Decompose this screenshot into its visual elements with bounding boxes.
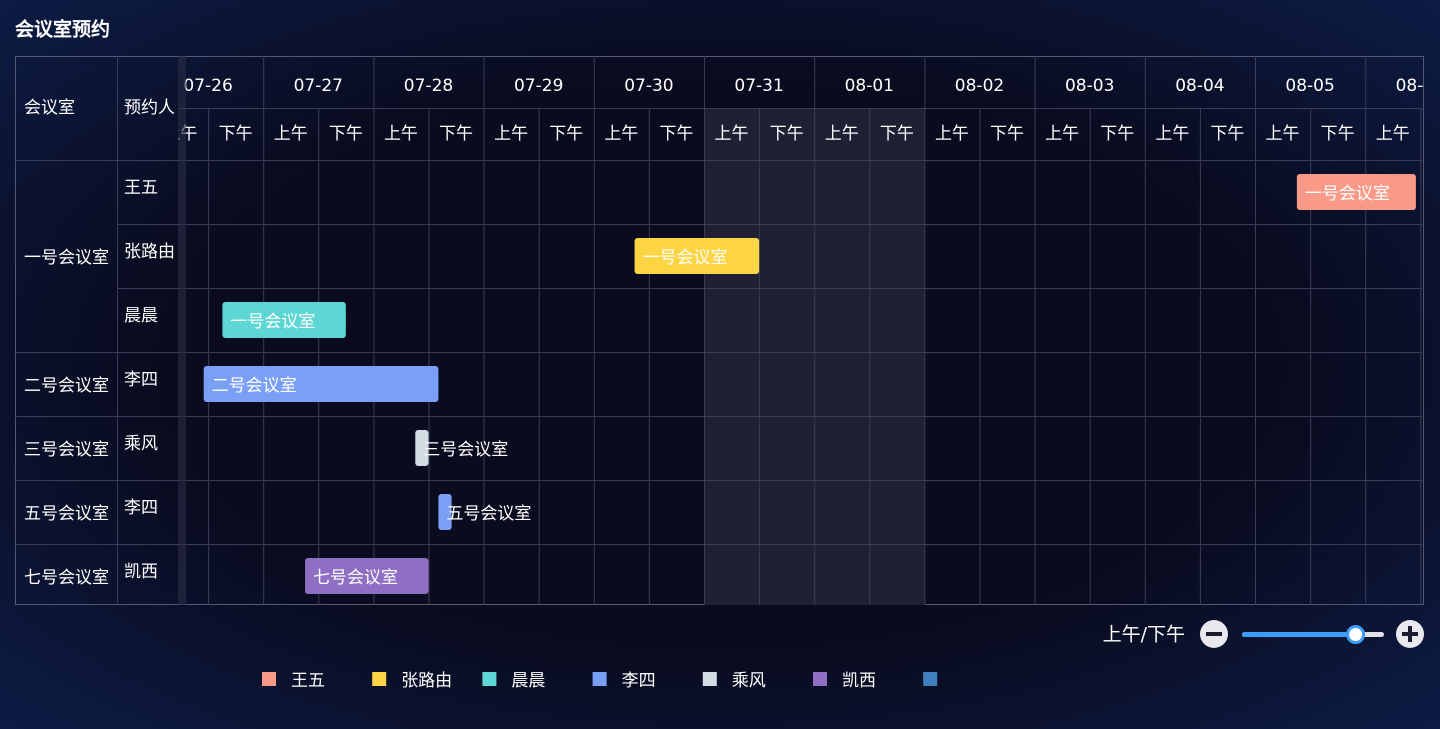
room-header: 会议室: [24, 98, 75, 118]
person-name: 王五: [124, 178, 158, 198]
person-name: 乘风: [124, 434, 158, 454]
half-label: 下午: [219, 124, 253, 144]
half-label: 上午: [1155, 124, 1189, 144]
half-label: 下午: [1210, 124, 1244, 144]
date-label: 07-31: [734, 76, 783, 96]
date-label: 08-06: [1396, 76, 1440, 96]
half-label: 上午: [604, 124, 638, 144]
booking-bar[interactable]: [415, 430, 429, 466]
legend-label[interactable]: 乘风: [732, 671, 766, 691]
booking-bar[interactable]: [634, 238, 760, 274]
booking-bar[interactable]: [305, 558, 429, 594]
booking-label: 五号会议室: [446, 504, 531, 524]
half-label: 下午: [659, 124, 693, 144]
room-name: 三号会议室: [24, 440, 109, 460]
room-name: 五号会议室: [24, 504, 109, 524]
date-label: 08-04: [1175, 76, 1224, 96]
booking-label: 二号会议室: [212, 376, 297, 396]
half-label: 下午: [770, 124, 804, 144]
person-name: 张路由: [124, 242, 175, 262]
booking-label: 七号会议室: [313, 568, 398, 588]
zoom-out-icon: [1206, 632, 1222, 636]
date-label: 08-03: [1065, 76, 1114, 96]
booking-bar[interactable]: [438, 494, 452, 530]
room-name: 七号会议室: [24, 568, 109, 588]
half-label: 下午: [880, 124, 914, 144]
date-label: 07-26: [183, 76, 232, 96]
half-label: 上午: [384, 124, 418, 144]
half-label: 下午: [1100, 124, 1134, 144]
legend-swatch[interactable]: [262, 672, 276, 686]
legend-swatch[interactable]: [482, 672, 497, 686]
half-label: 上午: [935, 124, 969, 144]
legend-swatch[interactable]: [592, 672, 607, 686]
date-label: 07-29: [514, 76, 563, 96]
person-header: 预约人: [124, 98, 175, 118]
legend-swatch[interactable]: [923, 672, 938, 686]
half-label: 上午: [715, 124, 749, 144]
legend-label[interactable]: 凯西: [842, 671, 876, 691]
half-label: 下午: [439, 124, 473, 144]
person-name: 凯西: [124, 562, 158, 582]
date-label: 07-28: [404, 76, 453, 96]
half-label: 上午: [274, 124, 308, 144]
slider-fill: [1242, 632, 1356, 637]
half-label: 上午: [494, 124, 528, 144]
booking-label: 三号会议室: [423, 440, 508, 460]
half-label: 下午: [549, 124, 583, 144]
timeline: 07-26 上午 下午 07-27 上午 下午 07-28 上午 下午 07-29 上午 下午 07-3…: [178, 56, 1440, 605]
booking-bar[interactable]: [222, 302, 346, 338]
person-name: 李四: [124, 370, 158, 390]
person-name: 晨晨: [124, 306, 158, 326]
room-name: 一号会议室: [24, 248, 109, 268]
person-name: 李四: [124, 498, 158, 518]
date-label: 07-27: [294, 76, 343, 96]
half-label: 下午: [1321, 124, 1355, 144]
half-label: 上午: [1045, 124, 1079, 144]
legend-label[interactable]: 王五: [291, 671, 325, 691]
date-label: 08-05: [1285, 76, 1334, 96]
booking-label: 一号会议室: [643, 248, 728, 268]
legend-swatch[interactable]: [702, 672, 717, 686]
zoom-in-icon: [1408, 626, 1412, 642]
legend-label[interactable]: 李四: [622, 671, 656, 691]
booking-label: 一号会议室: [230, 312, 315, 332]
zoom-label: 上午/下午: [1103, 624, 1185, 646]
date-label: 07-30: [624, 76, 673, 96]
legend-label[interactable]: 晨晨: [511, 671, 545, 691]
legend-swatch[interactable]: [372, 672, 387, 686]
date-label: 08-01: [845, 76, 894, 96]
half-label: 下午: [329, 124, 363, 144]
booking-label: 一号会议室: [1305, 184, 1390, 204]
half-label: 下午: [1431, 124, 1440, 144]
booking-bar[interactable]: [203, 366, 439, 402]
page-title: 会议室预约: [15, 18, 110, 41]
legend-label[interactable]: 张路由: [401, 671, 452, 691]
half-label: 下午: [990, 124, 1024, 144]
slider-handle[interactable]: [1346, 625, 1366, 644]
booking-bar[interactable]: [1296, 174, 1416, 210]
half-label: 上午: [825, 124, 859, 144]
legend-swatch[interactable]: [813, 672, 827, 686]
room-name: 二号会议室: [24, 376, 109, 396]
scroll-fade: [178, 56, 186, 605]
date-label: 08-02: [955, 76, 1004, 96]
half-label: 上午: [1266, 124, 1300, 144]
half-label: 上午: [1376, 124, 1410, 144]
